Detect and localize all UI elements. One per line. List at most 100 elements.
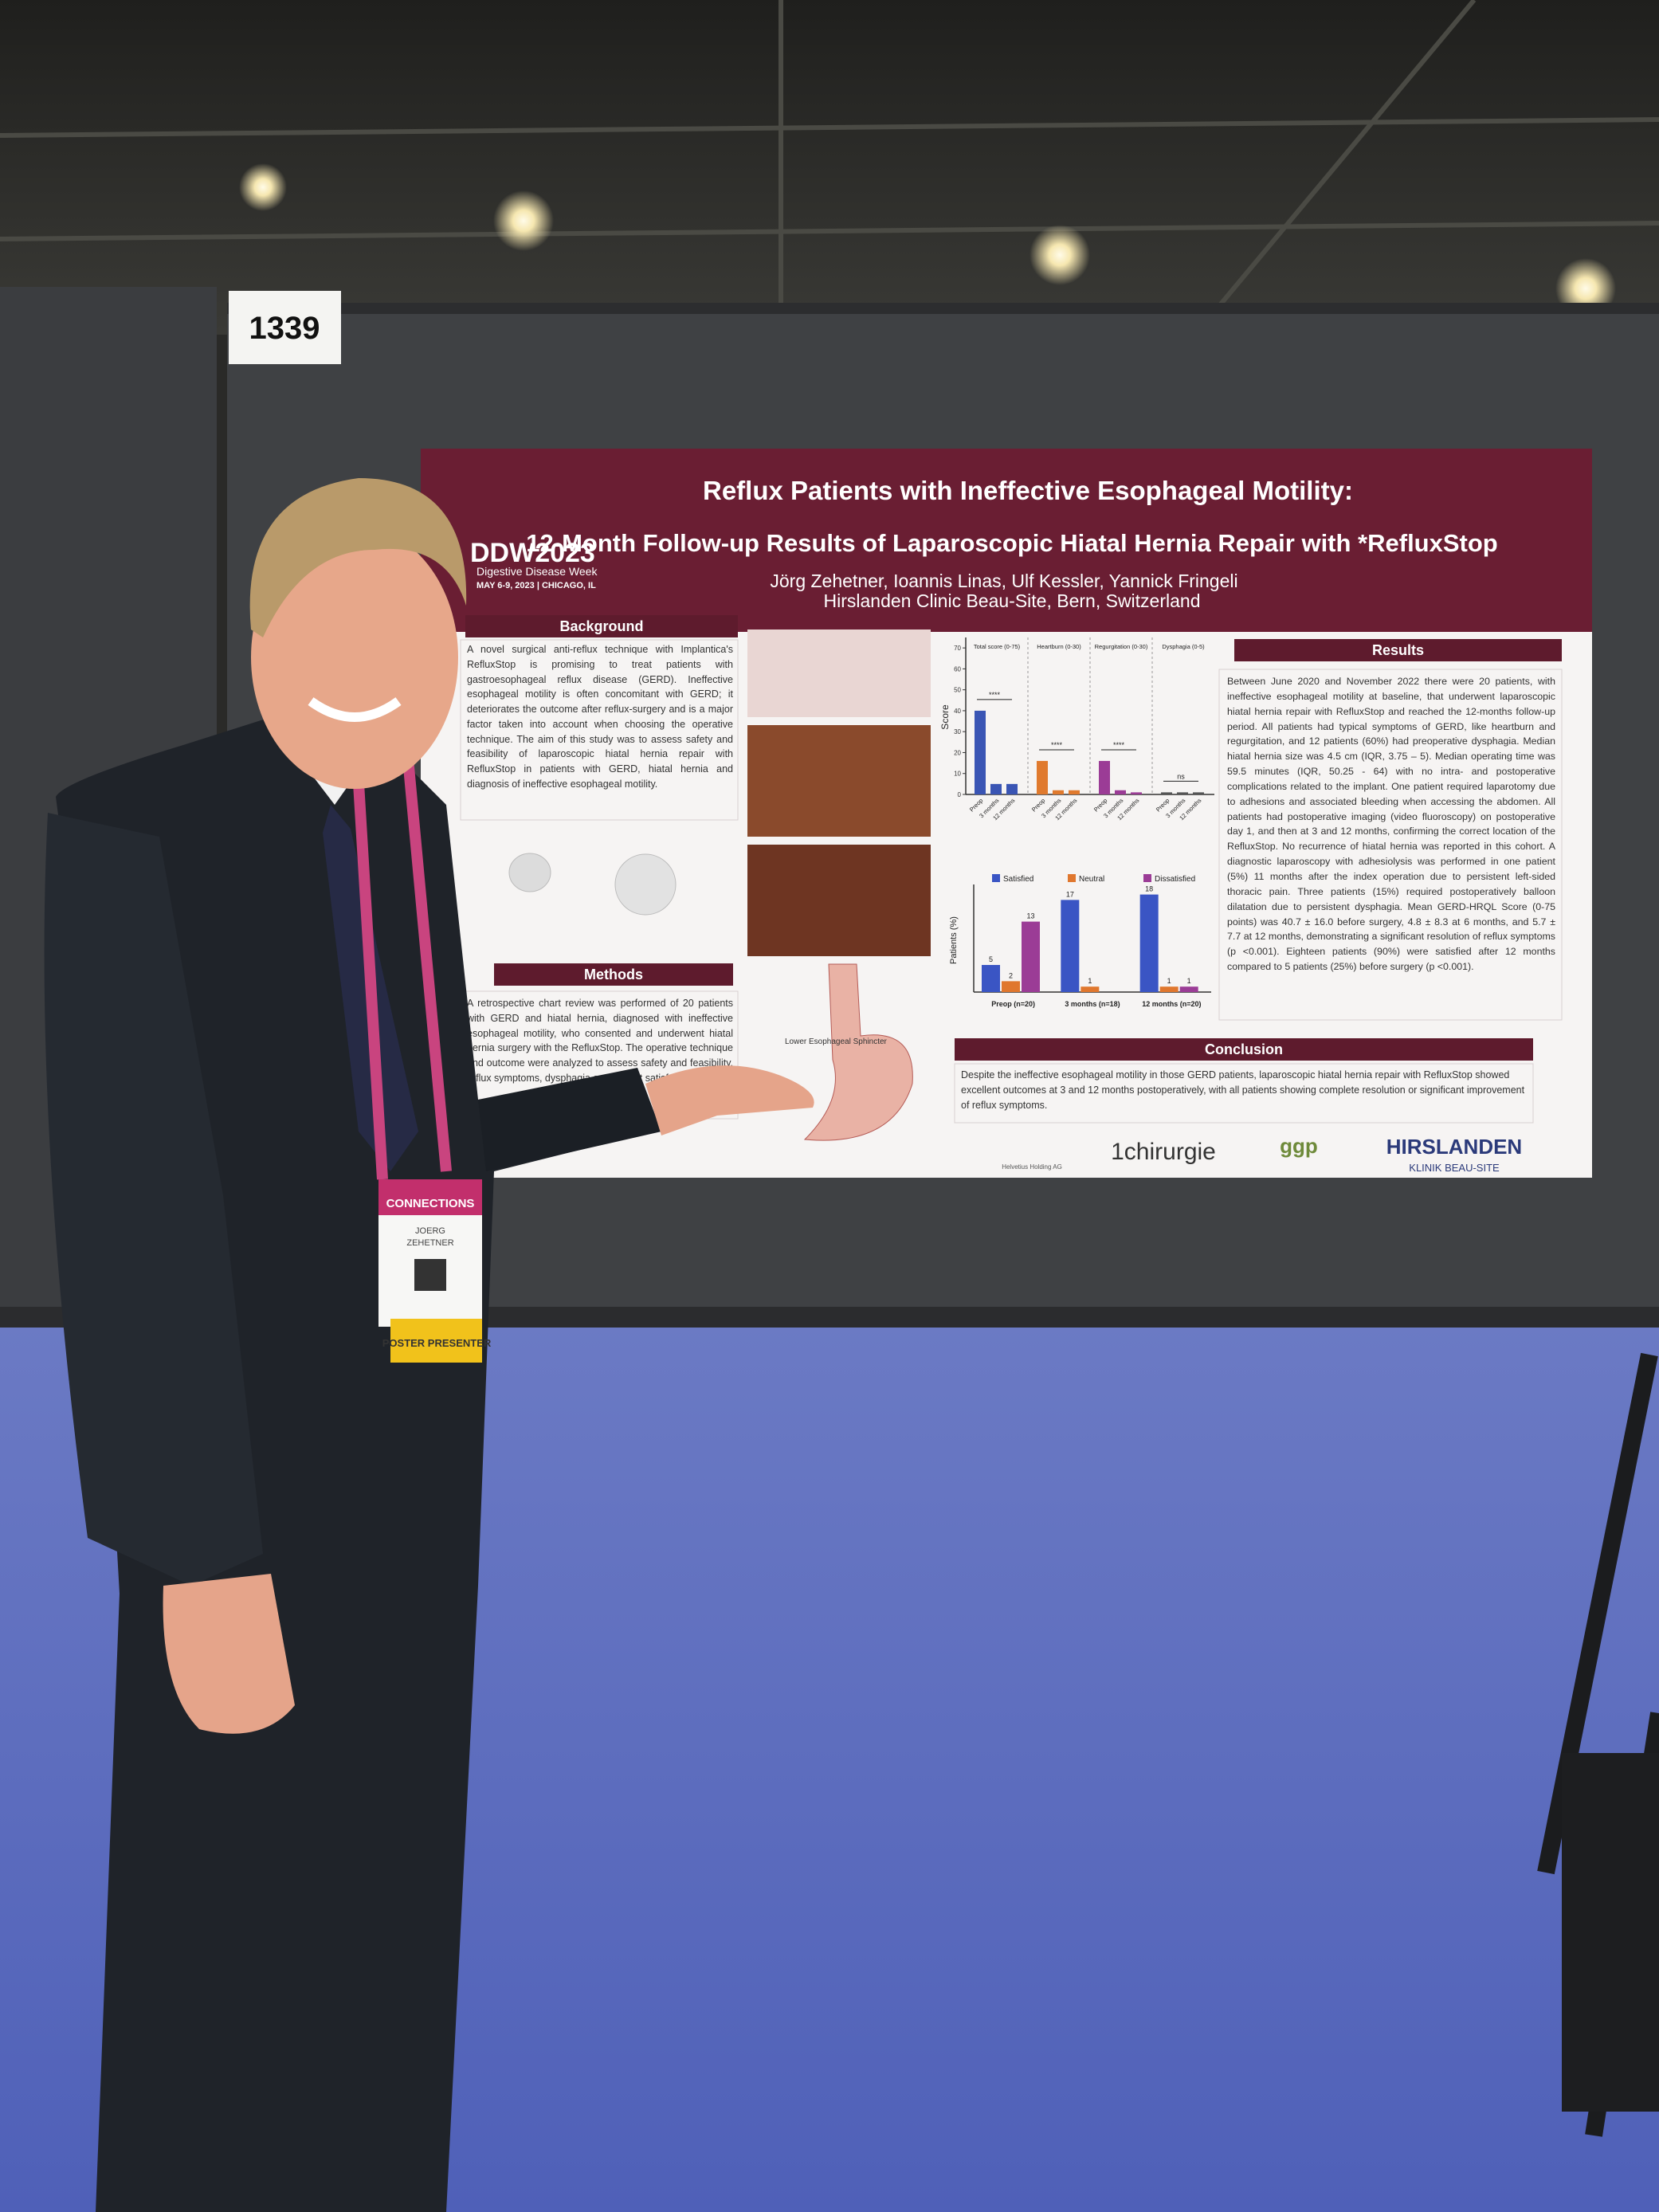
- data-label: 1: [1187, 977, 1191, 985]
- booth-number: 1339: [249, 311, 320, 346]
- section-heading: Conclusion: [1205, 1041, 1283, 1057]
- bar: [1061, 900, 1080, 992]
- legend-swatch: [1143, 874, 1151, 882]
- legend-swatch: [1068, 874, 1076, 882]
- bar: [1179, 986, 1198, 992]
- badge-first-name: JOERG: [415, 1226, 445, 1236]
- bar: [975, 710, 986, 794]
- photo: [747, 725, 931, 837]
- arm: [478, 1068, 661, 1171]
- results-text-box: Between June 2020 and November 2022 ther…: [1227, 676, 1555, 973]
- legend-label: Satisfied: [1003, 875, 1033, 884]
- badge-banner: [378, 1179, 482, 1215]
- booth-card: [229, 291, 341, 364]
- logo-name: DDW2023: [470, 538, 595, 568]
- legend-label: Dissatisfied: [1155, 875, 1195, 884]
- data-label: 18: [1145, 885, 1153, 893]
- panel-edge: [227, 303, 1659, 314]
- significance: ****: [989, 691, 1001, 699]
- photo: [747, 845, 931, 956]
- bar: [1053, 790, 1064, 794]
- bar: [1139, 894, 1159, 992]
- background-text: A novel surgical anti-reflux technique w…: [467, 644, 733, 790]
- y-axis-label: Patients (%): [949, 916, 959, 964]
- x-tick-label: 3 months (n=18): [1065, 1000, 1120, 1008]
- methods-text: A retrospective chart review was perform…: [467, 998, 733, 1084]
- section-heading: Background: [559, 618, 643, 634]
- poster-title: 12-Month Follow-up Results of Laparoscop…: [526, 529, 1497, 557]
- bar: [1069, 790, 1080, 794]
- panel-title: Dysphagia (0-5): [1162, 643, 1205, 650]
- bar: [990, 783, 1002, 794]
- panel-title: Heartburn (0-30): [1037, 643, 1081, 650]
- bar: [1131, 792, 1142, 794]
- background-text-box: A novel surgical anti-reflux technique w…: [467, 644, 733, 790]
- badge-ribbon-text: POSTER PRESENTER: [382, 1337, 492, 1349]
- section-heading-bar: [465, 615, 738, 637]
- badge-ribbon: [390, 1319, 482, 1363]
- panel-title: Total score (0-75): [974, 643, 1021, 650]
- footer-logo: 1chirurgie: [1111, 1139, 1216, 1165]
- bar: [1115, 790, 1126, 794]
- affiliation: Hirslanden Clinic Beau-Site, Bern, Switz…: [824, 590, 1201, 611]
- sign: [1562, 1753, 1659, 2112]
- section-heading-bar: [494, 963, 733, 986]
- device: [614, 853, 677, 916]
- data-label: 17: [1066, 890, 1074, 898]
- light: [493, 190, 554, 251]
- panel-title: Regurgitation (0-30): [1095, 643, 1148, 650]
- footer-logo: Helvetius Holding AG: [1002, 1163, 1062, 1171]
- device: [508, 853, 551, 892]
- poster-title: Reflux Patients with Ineffective Esophag…: [703, 476, 1353, 505]
- bar: [1037, 760, 1048, 794]
- bar: [1081, 986, 1100, 992]
- light: [239, 163, 287, 211]
- logo-dates: MAY 6-9, 2023 | CHICAGO, IL: [477, 581, 596, 590]
- section-heading-bar: [955, 1038, 1533, 1061]
- data-label: 5: [989, 955, 993, 963]
- y-tick-label: 0: [958, 791, 962, 798]
- bar: [1022, 921, 1040, 992]
- lanyard: [349, 716, 452, 1180]
- badge-banner-text: CONNECTIONS: [386, 1197, 475, 1210]
- logo-subtitle: Digestive Disease Week: [477, 565, 598, 578]
- y-tick-label: 10: [954, 771, 961, 778]
- trusses: [0, 0, 1659, 336]
- ceiling: [0, 0, 1659, 335]
- results-text: Between June 2020 and November 2022 ther…: [1227, 676, 1555, 973]
- y-tick-label: 70: [954, 645, 961, 652]
- bar: [1193, 792, 1204, 794]
- qr-code: [414, 1259, 446, 1291]
- legend-swatch: [992, 874, 1000, 882]
- data-label: 2: [1009, 971, 1013, 979]
- bar: [1006, 783, 1018, 794]
- light: [1030, 225, 1090, 285]
- section-heading-bar: [1234, 639, 1562, 661]
- face: [251, 526, 458, 789]
- photo: [747, 629, 931, 717]
- bar: [1177, 792, 1188, 794]
- bar: [1002, 981, 1020, 992]
- x-tick-label: Preop (n=20): [991, 1000, 1035, 1008]
- text-frame: [460, 639, 739, 821]
- legend-label: Neutral: [1079, 875, 1104, 884]
- significance: ****: [1051, 741, 1063, 749]
- bar: [1099, 760, 1110, 794]
- bar: [982, 965, 1000, 992]
- x-tick-label: 12 months (n=20): [1142, 1000, 1201, 1008]
- footer-logo: ggp: [1280, 1134, 1318, 1158]
- footer-logo: KLINIK BEAU-SITE: [1409, 1162, 1500, 1174]
- bar: [1159, 986, 1179, 992]
- text-frame: [954, 1063, 1534, 1124]
- stomach-diagram: [803, 963, 913, 1141]
- bar: [1161, 792, 1172, 794]
- hand: [645, 1065, 814, 1135]
- suit: [56, 717, 653, 2212]
- hair: [249, 478, 467, 637]
- data-label: 1: [1167, 977, 1171, 985]
- y-tick-label: 20: [954, 749, 961, 756]
- smile: [308, 697, 402, 722]
- y-axis-label: Score: [939, 704, 951, 730]
- poster-header: [421, 449, 1592, 632]
